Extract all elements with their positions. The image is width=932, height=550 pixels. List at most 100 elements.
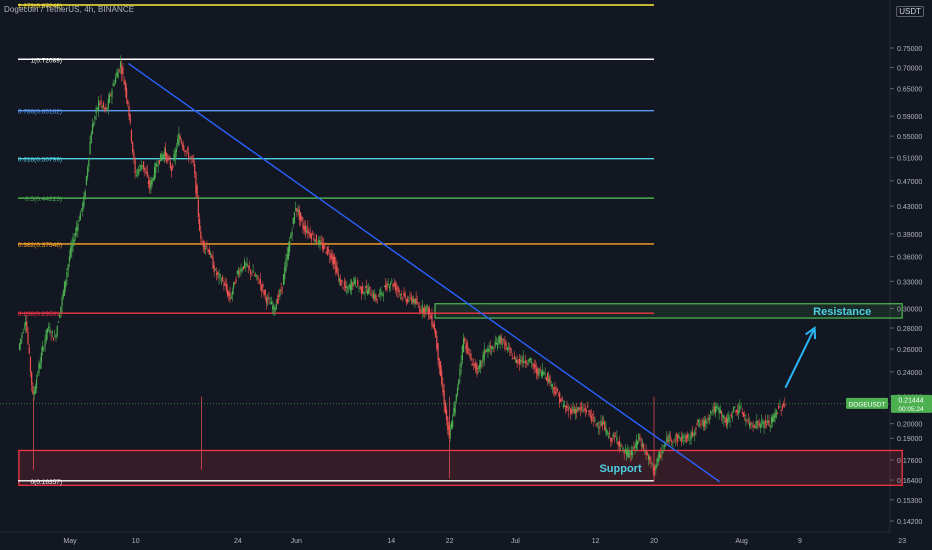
candle-body	[775, 410, 777, 418]
y-tick-label: 0.20000	[897, 422, 922, 429]
candle-body	[539, 369, 541, 371]
candle-body	[566, 405, 568, 409]
candle-body	[778, 406, 780, 409]
candle-body	[48, 326, 50, 329]
fib-label: 0.5(0.44223)	[25, 196, 62, 203]
candle-body	[22, 332, 24, 333]
candle-body	[119, 62, 122, 68]
fib-label: 0.236(0.29501)	[18, 311, 62, 318]
candle-body	[534, 365, 536, 368]
candle-body	[436, 336, 438, 349]
y-tick-label: 0.17600	[897, 458, 922, 465]
candle-body	[344, 285, 347, 289]
candle-body	[346, 286, 348, 289]
candle-body	[595, 423, 597, 426]
currency-badge[interactable]: USDT	[896, 6, 924, 17]
candle-body	[532, 364, 534, 366]
candle-body	[420, 311, 422, 313]
candle-body	[84, 190, 86, 197]
candle-body	[656, 458, 658, 467]
candle-body	[506, 347, 508, 350]
y-tick-label: 0.47000	[897, 179, 922, 186]
candle-body	[123, 80, 125, 85]
candle-body	[572, 407, 574, 411]
candle-body	[529, 358, 532, 361]
candle-body	[28, 347, 30, 354]
candle-body	[116, 72, 118, 77]
candle-body	[292, 217, 294, 225]
candle-body	[667, 440, 669, 443]
candle-body	[32, 385, 34, 394]
y-tick-label: 0.55000	[897, 134, 922, 141]
countdown-tag: 00:05:24	[898, 406, 924, 413]
candle-body	[675, 434, 678, 437]
candle-body	[194, 164, 196, 174]
candle-body	[63, 281, 66, 296]
candle-body	[230, 296, 232, 299]
candle-body	[377, 295, 380, 297]
candle-body	[295, 208, 297, 211]
candle-body	[278, 295, 280, 298]
candle-body	[167, 157, 169, 159]
candle-body	[421, 304, 423, 312]
candle-body	[219, 274, 221, 276]
candle-body	[296, 207, 298, 213]
candle-body	[514, 355, 516, 359]
resistance-label: Resistance	[813, 306, 871, 318]
y-tick-label: 0.33000	[897, 279, 922, 286]
candle-body	[652, 467, 654, 472]
candle-body	[627, 449, 629, 457]
candle-body	[143, 161, 145, 169]
candle-body	[494, 341, 496, 347]
x-tick-label: Jun	[291, 538, 302, 545]
candle-body	[303, 225, 305, 231]
candle-body	[274, 307, 276, 313]
symbol-tag: DOGEUSDT	[849, 401, 886, 408]
candle-body	[302, 223, 304, 229]
candle-body	[425, 306, 427, 313]
candle-body	[593, 416, 595, 421]
candle-body	[329, 255, 331, 257]
candle-body	[437, 343, 439, 360]
candle-body	[100, 100, 102, 105]
candle-body	[776, 413, 779, 414]
candle-body	[535, 367, 538, 374]
candle-body	[282, 274, 285, 286]
candle-body	[458, 379, 460, 385]
candle-body	[26, 321, 28, 332]
candle-body	[381, 292, 383, 294]
candle-body	[267, 297, 269, 300]
candle-body	[212, 256, 214, 269]
candle-body	[531, 361, 533, 364]
candle-body	[190, 156, 192, 159]
candle-body	[263, 290, 265, 296]
candle-body	[259, 279, 262, 285]
candle-body	[150, 180, 152, 190]
candle-body	[724, 420, 726, 423]
candle-body	[701, 419, 703, 421]
symbol-tag-bg	[846, 397, 888, 409]
candle-body	[61, 297, 63, 307]
candle-body	[276, 299, 279, 304]
candle-body	[751, 423, 753, 425]
candle-body	[332, 256, 335, 265]
candle-body	[170, 167, 173, 172]
candle-body	[444, 402, 446, 414]
x-tick-label: 12	[592, 538, 600, 545]
candle-body	[469, 354, 471, 355]
candle-body	[297, 210, 299, 212]
candle-body	[216, 272, 218, 276]
candle-body	[281, 287, 283, 288]
candle-body	[93, 123, 95, 126]
candle-body	[623, 452, 625, 455]
candle-body	[42, 346, 44, 352]
candle-body	[80, 208, 83, 210]
candle-body	[51, 331, 53, 333]
candle-body	[398, 290, 400, 293]
candle-body	[331, 254, 333, 260]
candle-body	[768, 420, 770, 426]
candle-body	[246, 263, 248, 267]
candle-body	[237, 270, 240, 275]
